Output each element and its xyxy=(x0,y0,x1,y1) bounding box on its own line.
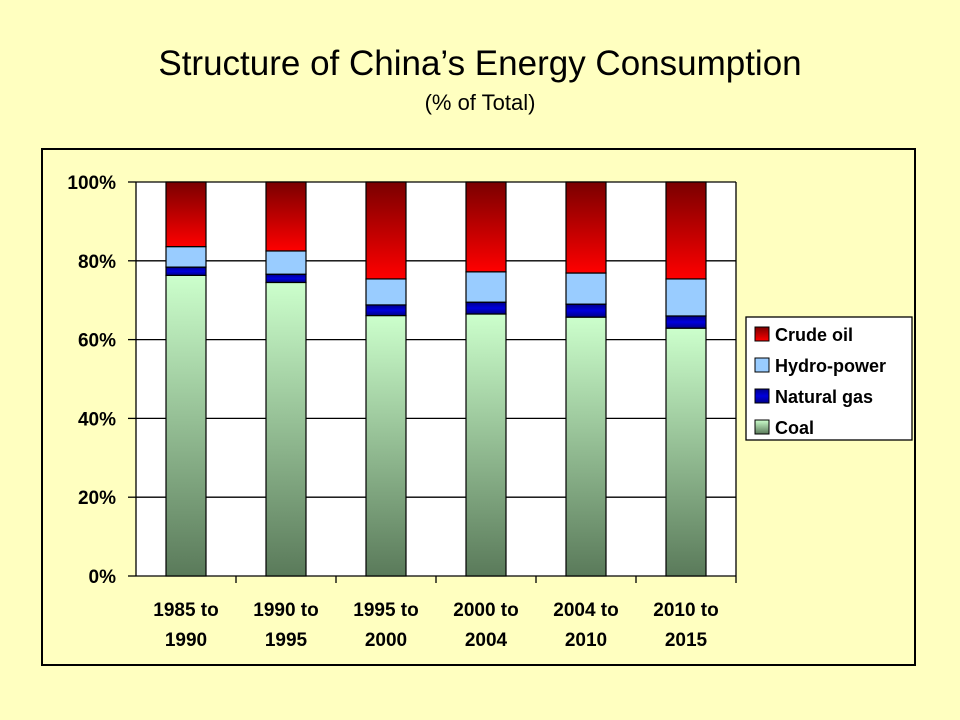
bar-segment-natural-gas[interactable] xyxy=(165,266,207,276)
bar-segment-hydro-power[interactable] xyxy=(265,250,307,275)
y-tick-label: 40% xyxy=(78,409,116,430)
x-tick-label: 2010 xyxy=(565,630,607,651)
bar-segment-coal[interactable] xyxy=(465,313,507,577)
bar-segment-coal[interactable] xyxy=(365,314,407,577)
x-tick-label: 2000 to xyxy=(453,600,518,621)
x-tick-label: 2010 to xyxy=(653,600,718,621)
x-tick-label: 2015 xyxy=(665,630,708,651)
bar-segment-hydro-power[interactable] xyxy=(465,271,507,303)
bar-segment-hydro-power[interactable] xyxy=(665,278,707,317)
bar-segment-crude-oil[interactable] xyxy=(665,181,707,280)
x-tick-label: 1985 to xyxy=(153,600,218,621)
bar-segment-crude-oil[interactable] xyxy=(265,181,307,252)
bar-segment-coal[interactable] xyxy=(165,274,207,577)
y-tick-label: 0% xyxy=(89,567,117,588)
y-tick-label: 60% xyxy=(78,331,116,352)
bar-segment-coal[interactable] xyxy=(265,281,307,577)
y-tick-label: 80% xyxy=(78,252,116,273)
x-tick-label: 1995 xyxy=(265,630,308,651)
bar-segment-coal[interactable] xyxy=(665,327,707,577)
bar-segment-natural-gas[interactable] xyxy=(265,273,307,284)
chart-subtitle: (% of Total) xyxy=(424,90,536,115)
bar-segment-hydro-power[interactable] xyxy=(365,278,407,306)
bar-segment-natural-gas[interactable] xyxy=(665,315,707,329)
bar-segment-hydro-power[interactable] xyxy=(565,272,607,305)
bar-segment-crude-oil[interactable] xyxy=(565,181,607,274)
bar-segment-natural-gas[interactable] xyxy=(365,304,407,317)
legend-label-coal: Coal xyxy=(775,418,814,438)
legend-swatch-coal xyxy=(754,419,770,435)
y-tick-label: 20% xyxy=(78,488,116,509)
bar-segment-crude-oil[interactable] xyxy=(465,181,507,273)
x-tick-label: 2000 xyxy=(365,630,407,651)
bar-segment-crude-oil[interactable] xyxy=(365,181,407,280)
chart-title: Structure of China’s Energy Consumption xyxy=(158,44,802,83)
legend-swatch-natural-gas xyxy=(754,388,770,404)
legend-box xyxy=(745,316,913,441)
legend-label-hydro-power: Hydro-power xyxy=(775,356,886,376)
bar-segment-natural-gas[interactable] xyxy=(565,303,607,318)
x-tick-label: 1990 xyxy=(165,630,207,651)
legend-label-natural-gas: Natural gas xyxy=(775,387,873,407)
chart-panel xyxy=(41,148,916,666)
legend-swatch-hydro-power xyxy=(754,357,770,373)
bar-segment-natural-gas[interactable] xyxy=(465,301,507,315)
bar-segment-coal[interactable] xyxy=(565,316,607,577)
bar-segment-crude-oil[interactable] xyxy=(165,181,207,248)
y-tick-label: 100% xyxy=(67,173,116,194)
plot-area xyxy=(136,182,736,576)
x-tick-label: 1995 to xyxy=(353,600,418,621)
x-tick-label: 1990 to xyxy=(253,600,318,621)
x-tick-label: 2004 to xyxy=(553,600,618,621)
legend-label-crude-oil: Crude oil xyxy=(775,325,853,345)
x-tick-label: 2004 xyxy=(465,630,508,651)
bar-segment-hydro-power[interactable] xyxy=(165,246,207,268)
legend-swatch-crude-oil xyxy=(754,326,770,342)
